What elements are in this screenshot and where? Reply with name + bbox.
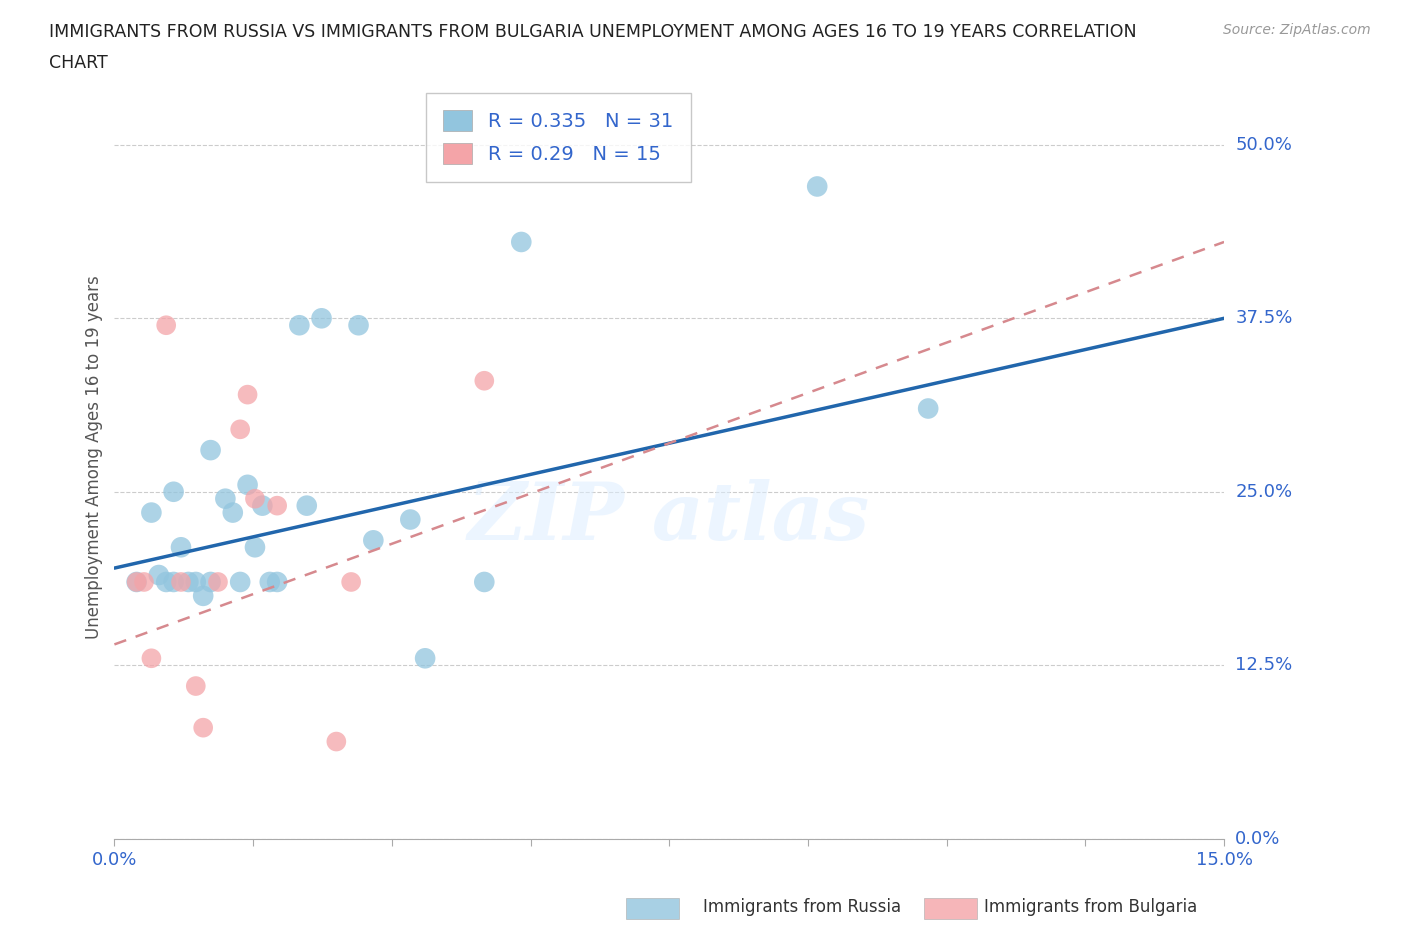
Text: CHART: CHART: [49, 54, 108, 72]
Point: [472, 373, 495, 388]
Point: [413, 651, 436, 666]
Point: [222, 505, 245, 520]
Point: [170, 575, 193, 590]
Point: [472, 575, 495, 590]
Text: 0.0%: 0.0%: [1236, 830, 1281, 847]
Point: [347, 318, 370, 333]
Point: [148, 567, 170, 582]
Point: [266, 498, 288, 513]
Point: [155, 575, 177, 590]
Point: [236, 387, 259, 402]
Text: 12.5%: 12.5%: [1236, 657, 1292, 674]
Point: [510, 234, 533, 249]
Point: [177, 575, 200, 590]
Point: [184, 575, 207, 590]
Text: Immigrants from Russia: Immigrants from Russia: [703, 897, 901, 916]
Point: [259, 575, 281, 590]
Point: [141, 651, 163, 666]
Point: [214, 491, 236, 506]
Point: [288, 318, 311, 333]
Point: [399, 512, 422, 527]
Point: [229, 575, 252, 590]
Point: [266, 575, 288, 590]
Point: [207, 575, 229, 590]
Text: 25.0%: 25.0%: [1236, 483, 1292, 500]
Text: 37.5%: 37.5%: [1236, 310, 1292, 327]
Point: [917, 401, 939, 416]
Point: [363, 533, 385, 548]
Point: [295, 498, 318, 513]
Text: 50.0%: 50.0%: [1236, 136, 1292, 153]
Point: [125, 575, 148, 590]
Text: ZIP atlas: ZIP atlas: [468, 479, 870, 557]
Text: Immigrants from Bulgaria: Immigrants from Bulgaria: [984, 897, 1198, 916]
Point: [184, 679, 207, 694]
Point: [252, 498, 274, 513]
Point: [340, 575, 363, 590]
Point: [236, 477, 259, 492]
Legend: R = 0.335   N = 31, R = 0.29   N = 15: R = 0.335 N = 31, R = 0.29 N = 15: [426, 93, 690, 182]
Point: [141, 505, 163, 520]
Point: [311, 311, 333, 325]
Point: [170, 539, 193, 554]
Y-axis label: Unemployment Among Ages 16 to 19 years: Unemployment Among Ages 16 to 19 years: [86, 275, 103, 639]
Text: IMMIGRANTS FROM RUSSIA VS IMMIGRANTS FROM BULGARIA UNEMPLOYMENT AMONG AGES 16 TO: IMMIGRANTS FROM RUSSIA VS IMMIGRANTS FRO…: [49, 23, 1137, 41]
Point: [125, 575, 148, 590]
Point: [200, 575, 222, 590]
Text: Source: ZipAtlas.com: Source: ZipAtlas.com: [1223, 23, 1371, 37]
Point: [200, 443, 222, 458]
Point: [229, 422, 252, 437]
Point: [132, 575, 155, 590]
Point: [193, 589, 215, 604]
Point: [325, 734, 347, 749]
Point: [243, 539, 266, 554]
Point: [162, 575, 184, 590]
Point: [155, 318, 177, 333]
Point: [162, 485, 184, 499]
Point: [243, 491, 266, 506]
Point: [806, 179, 828, 194]
Point: [193, 720, 215, 735]
